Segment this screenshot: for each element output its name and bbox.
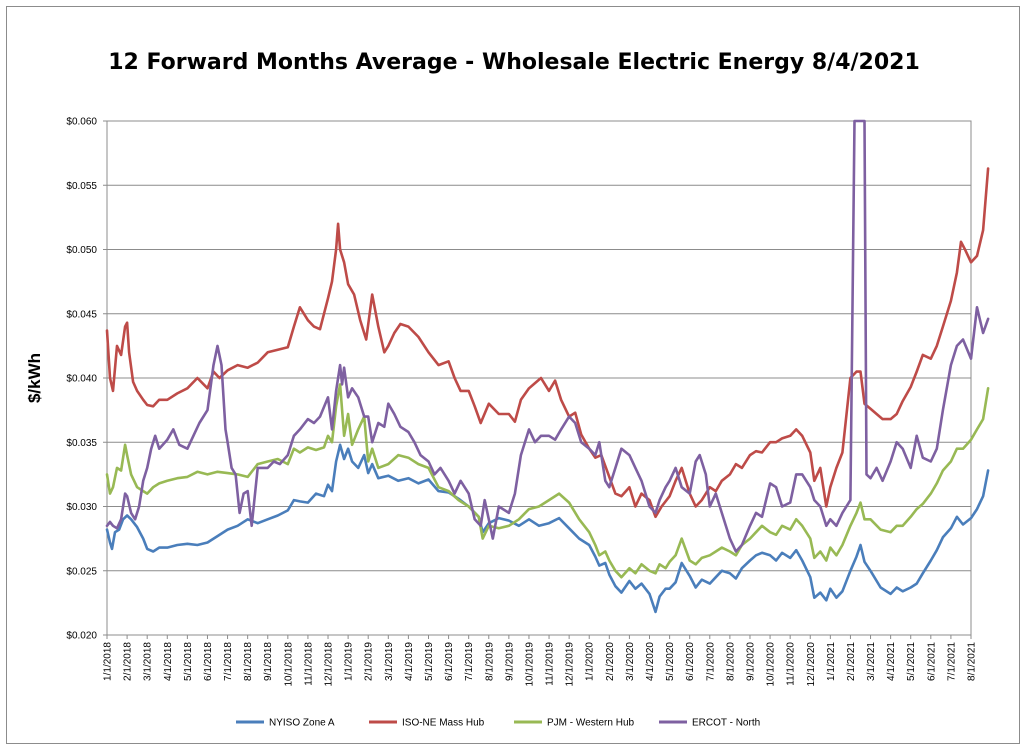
x-tick-label: 11/1/2019 — [545, 642, 556, 686]
x-tick-label: 2/1/2018 — [123, 642, 134, 681]
series-line — [105, 119, 990, 553]
x-tick-label: 7/1/2019 — [464, 642, 475, 681]
y-tick-label: $0.045 — [66, 309, 97, 320]
y-tick-label: $0.050 — [66, 245, 97, 256]
x-tick-label: 5/1/2018 — [183, 642, 194, 681]
x-tick-label: 4/1/2020 — [645, 642, 656, 681]
x-tick-label: 8/1/2020 — [725, 642, 736, 681]
series-line — [105, 383, 990, 579]
x-axis: 1/1/2018 2/1/2018 3/1/2018 4/1/2018 5/1/2018… — [103, 635, 978, 687]
x-tick-label: 7/1/2021 — [946, 642, 957, 681]
legend: NYISO Zone A ISO-NE Mass Hub PJM - Western… — [236, 718, 760, 729]
x-tick-label: 7/1/2020 — [705, 642, 716, 681]
x-tick-label: 9/1/2018 — [263, 642, 274, 681]
y-tick-label: $0.035 — [66, 438, 97, 449]
y-tick-label: $0.040 — [66, 374, 97, 385]
series-line — [105, 167, 990, 519]
x-tick-label: 2/1/2021 — [846, 642, 857, 681]
x-tick-label: 1/1/2021 — [826, 642, 837, 681]
x-tick-label: 8/1/2019 — [484, 642, 495, 681]
legend-label: ERCOT - North — [692, 718, 760, 729]
legend-label: ISO-NE Mass Hub — [402, 718, 485, 729]
x-tick-label: 4/1/2019 — [404, 642, 415, 681]
x-tick-label: 1/1/2020 — [585, 642, 596, 681]
y-tick-label: $0.060 — [66, 117, 97, 128]
x-tick-label: 2/1/2020 — [605, 642, 616, 681]
x-tick-label: 9/1/2020 — [745, 642, 756, 681]
x-tick-label: 3/1/2021 — [866, 642, 877, 681]
legend-label: NYISO Zone A — [269, 718, 335, 729]
x-tick-label: 12/1/2018 — [324, 642, 335, 687]
x-tick-label: 4/1/2021 — [886, 642, 897, 681]
x-tick-label: 1/1/2019 — [344, 642, 355, 681]
x-tick-label: 10/1/2018 — [283, 642, 294, 687]
x-tick-label: 12/1/2020 — [806, 642, 817, 687]
x-tick-label: 11/1/2018 — [303, 642, 314, 686]
x-tick-label: 12/1/2019 — [565, 642, 576, 687]
x-tick-label: 9/1/2019 — [504, 642, 515, 681]
x-tick-label: 1/1/2018 — [103, 642, 114, 681]
y-tick-label: $0.025 — [66, 566, 97, 577]
x-tick-label: 8/1/2018 — [243, 642, 254, 681]
y-tick-label: $0.020 — [66, 631, 97, 642]
x-tick-label: 6/1/2021 — [926, 642, 937, 681]
x-tick-label: 10/1/2019 — [524, 642, 535, 687]
x-tick-label: 2/1/2019 — [364, 642, 375, 681]
x-tick-label: 5/1/2020 — [665, 642, 676, 681]
chart-title: 12 Forward Months Average - Wholesale El… — [108, 50, 920, 75]
x-tick-label: 6/1/2019 — [444, 642, 455, 681]
x-tick-label: 5/1/2019 — [424, 642, 435, 681]
series-lines — [105, 119, 990, 614]
x-tick-label: 3/1/2018 — [143, 642, 154, 681]
x-tick-label: 8/1/2021 — [967, 642, 978, 681]
x-tick-label: 3/1/2019 — [384, 642, 395, 681]
x-tick-label: 5/1/2021 — [906, 642, 917, 681]
y-axis-label: $/kWh — [25, 353, 44, 403]
y-tick-label: $0.030 — [66, 502, 97, 513]
x-tick-label: 10/1/2020 — [766, 642, 777, 687]
x-tick-label: 11/1/2020 — [786, 642, 797, 686]
y-tick-label: $0.055 — [66, 181, 97, 192]
x-tick-label: 7/1/2018 — [223, 642, 234, 681]
x-tick-label: 3/1/2020 — [625, 642, 636, 681]
x-tick-label: 6/1/2020 — [685, 642, 696, 681]
series-line — [105, 443, 990, 614]
legend-label: PJM - Western Hub — [547, 718, 634, 729]
x-tick-label: 4/1/2018 — [163, 642, 174, 681]
x-tick-label: 6/1/2018 — [203, 642, 214, 681]
y-axis: $0.020 $0.025 $0.030 $0.035 $0.040 $0.045 $0.0… — [66, 117, 107, 642]
